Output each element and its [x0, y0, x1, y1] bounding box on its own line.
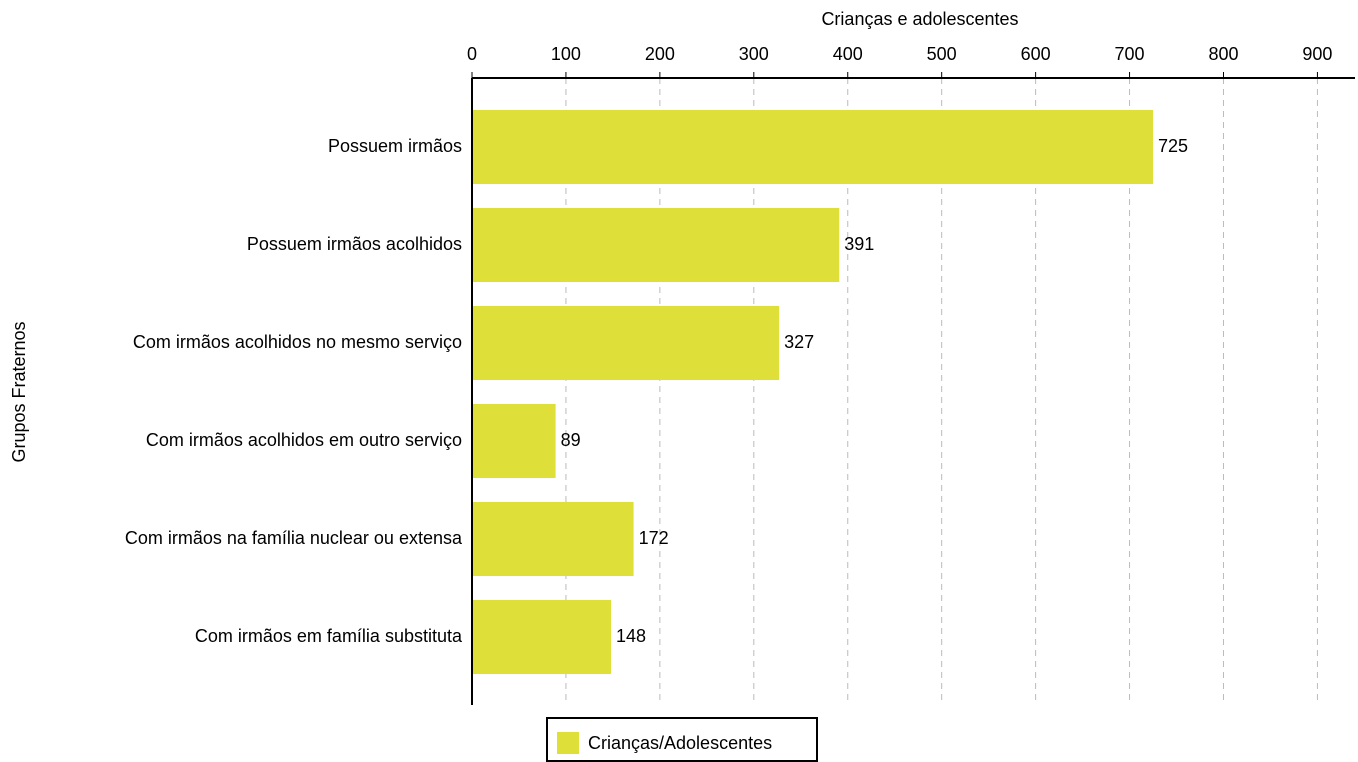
- bar: [472, 306, 780, 380]
- data-label: 172: [639, 528, 669, 548]
- legend-label: Crianças/Adolescentes: [588, 733, 772, 753]
- x-tick-label: 800: [1208, 44, 1238, 64]
- y-tick-label: Com irmãos na família nuclear ou extensa: [125, 528, 463, 548]
- data-label: 725: [1158, 136, 1188, 156]
- y-tick-label: Possuem irmãos: [328, 136, 462, 156]
- data-label: 148: [616, 626, 646, 646]
- bar: [472, 110, 1154, 184]
- data-label: 391: [844, 234, 874, 254]
- x-tick-label: 600: [1021, 44, 1051, 64]
- x-axis-label: Crianças e adolescentes: [821, 9, 1018, 29]
- data-label: 327: [784, 332, 814, 352]
- x-tick-label: 900: [1302, 44, 1332, 64]
- y-tick-label: Possuem irmãos acolhidos: [247, 234, 462, 254]
- x-tick-label: 300: [739, 44, 769, 64]
- x-tick-label: 100: [551, 44, 581, 64]
- legend-box: [546, 717, 818, 762]
- bar: [472, 502, 634, 576]
- bar: [472, 600, 612, 674]
- bar: [472, 208, 840, 282]
- y-tick-label: Com irmãos em família substituta: [195, 626, 463, 646]
- x-tick-label: 0: [467, 44, 477, 64]
- x-tick-label: 500: [927, 44, 957, 64]
- y-axis-label: Grupos Fraternos: [9, 321, 29, 462]
- x-tick-label: 200: [645, 44, 675, 64]
- y-tick-label: Com irmãos acolhidos em outro serviço: [146, 430, 462, 450]
- data-label: 89: [561, 430, 581, 450]
- x-tick-label: 700: [1115, 44, 1145, 64]
- legend-swatch: [557, 732, 579, 754]
- x-tick-label: 400: [833, 44, 863, 64]
- y-tick-label: Com irmãos acolhidos no mesmo serviço: [133, 332, 462, 352]
- bar: [472, 404, 556, 478]
